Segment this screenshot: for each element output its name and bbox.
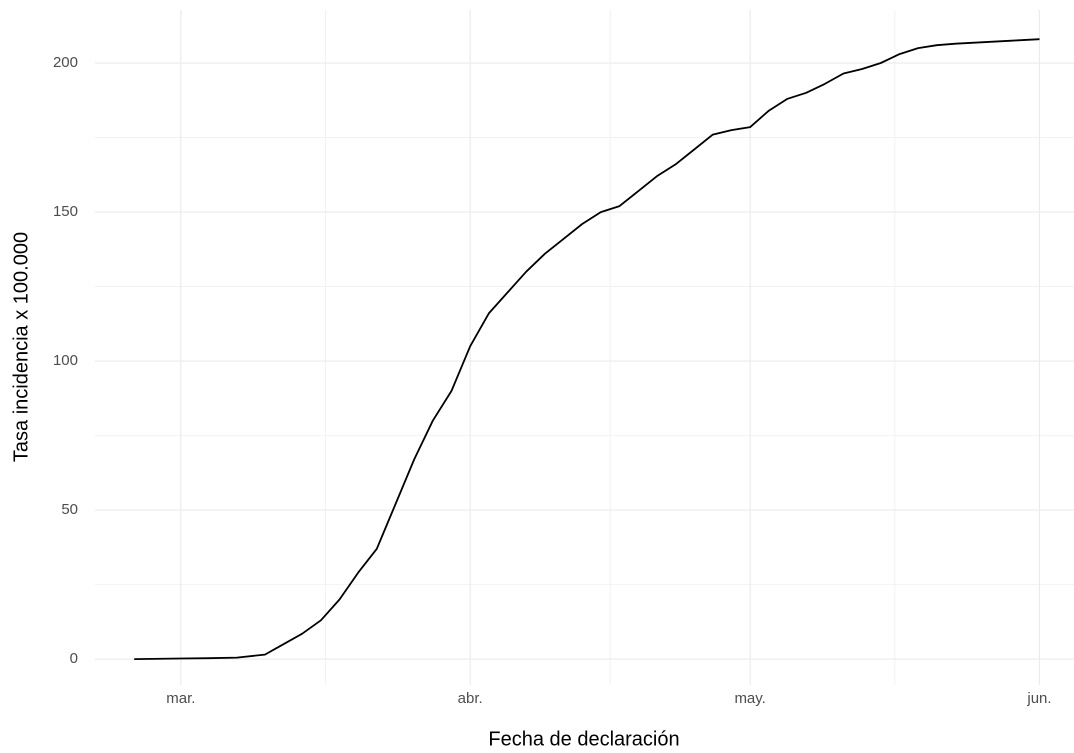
- line: [134, 38, 1040, 660]
- y-tick-label: 200: [53, 54, 78, 71]
- y-tick-label: 50: [61, 501, 78, 518]
- y-tick-label: 150: [53, 203, 78, 220]
- y-axis-title: Tasa incidencia x 100.000: [10, 232, 32, 462]
- x-tick-label: abr.: [458, 690, 483, 707]
- x-tick-label: mar.: [166, 690, 195, 707]
- y-tick-label: 0: [70, 650, 78, 667]
- x-axis-title: Fecha de declaración: [488, 728, 679, 750]
- x-tick-label: may.: [734, 690, 765, 707]
- x-tick-label: jun.: [1026, 690, 1051, 707]
- y-tick-label: 100: [53, 352, 78, 369]
